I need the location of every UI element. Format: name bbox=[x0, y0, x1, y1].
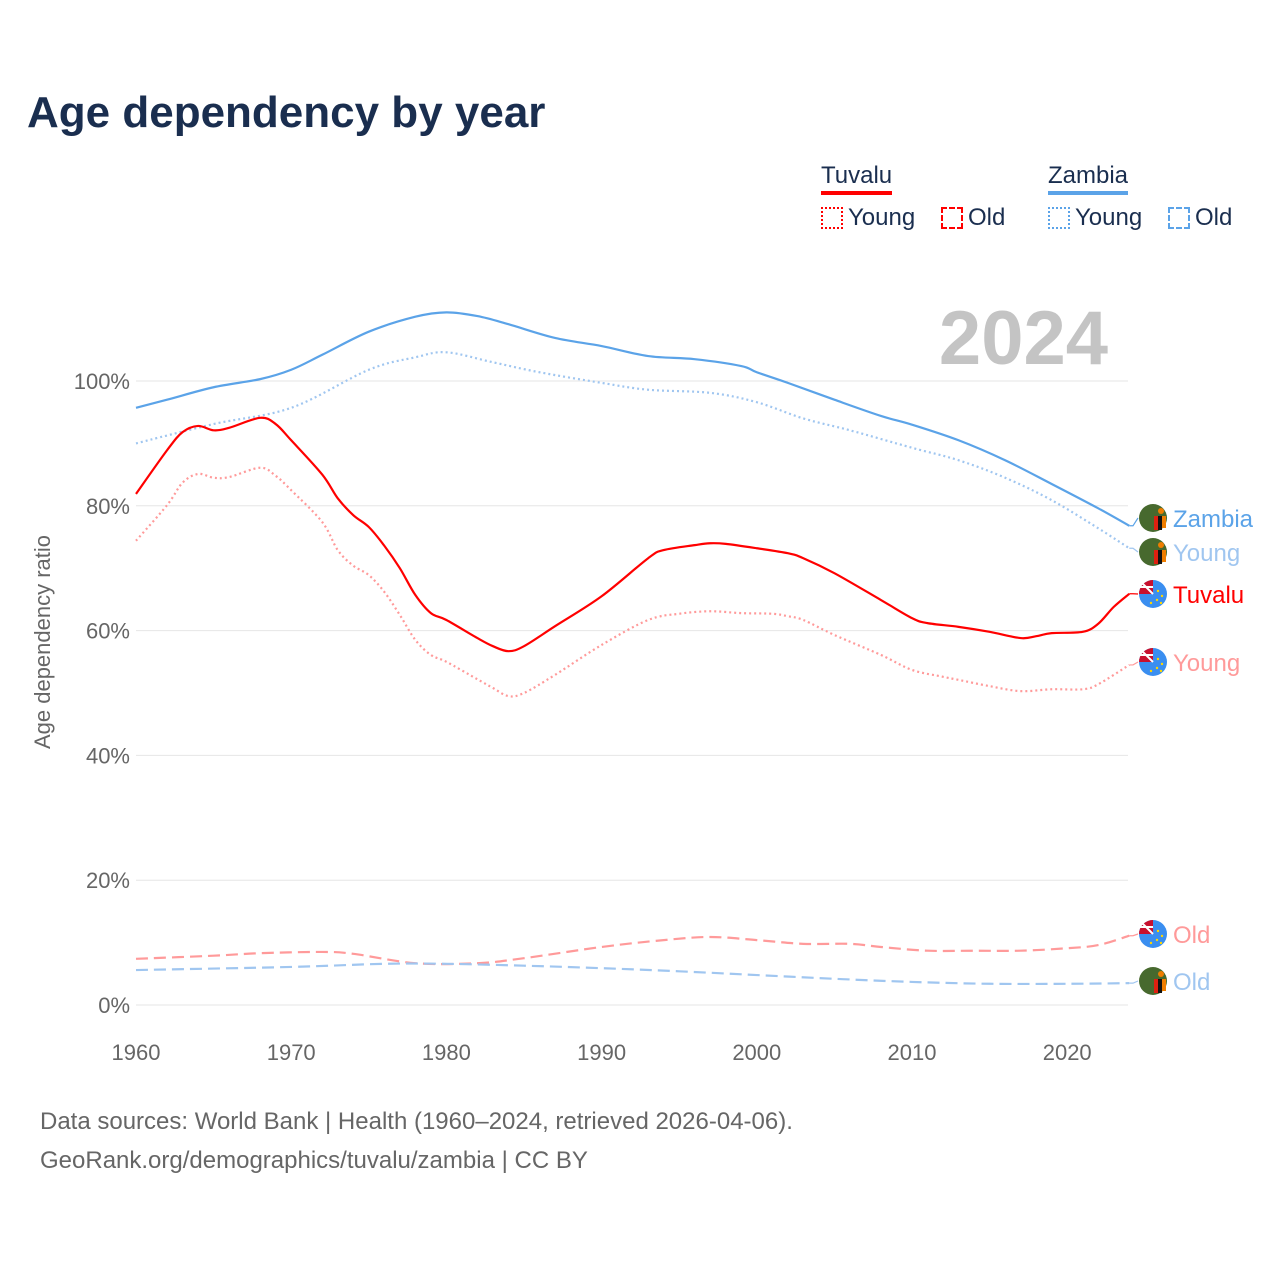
y-tick-label: 60% bbox=[86, 619, 130, 644]
flag-eagle bbox=[1158, 542, 1164, 548]
flag-star bbox=[1160, 934, 1164, 938]
y-axis-label: Age dependency ratio bbox=[30, 535, 55, 749]
x-tick-label: 1960 bbox=[112, 1040, 161, 1065]
legend-label: Young bbox=[848, 204, 916, 231]
label-connector bbox=[1129, 980, 1139, 984]
label-connector bbox=[1129, 933, 1139, 937]
y-tick-label: 80% bbox=[86, 494, 130, 519]
flag-star bbox=[1149, 669, 1153, 673]
flag-stripe bbox=[1154, 550, 1158, 564]
flag-eagle bbox=[1158, 971, 1164, 977]
y-tick-label: 100% bbox=[74, 369, 130, 394]
x-tick-label: 2000 bbox=[732, 1040, 781, 1065]
series-line-zambia-young bbox=[135, 351, 1130, 550]
series-end-label-zambia-old: Old bbox=[1173, 969, 1210, 996]
dotted-swatch-icon bbox=[1048, 207, 1070, 229]
series-line-tuvalu-old bbox=[135, 934, 1130, 966]
x-tick-label: 1990 bbox=[577, 1040, 626, 1065]
flag-eagle bbox=[1158, 508, 1164, 514]
flag-star bbox=[1156, 929, 1160, 933]
legend-tuvalu-old[interactable]: Old bbox=[941, 204, 1005, 232]
x-tick-label: 1980 bbox=[422, 1040, 471, 1065]
year-label: 2024 bbox=[938, 296, 1108, 381]
flag-stripe bbox=[1162, 516, 1166, 528]
flag-cross bbox=[1139, 923, 1154, 935]
flag-star bbox=[1160, 594, 1164, 598]
flag-star bbox=[1159, 941, 1163, 945]
flag-star bbox=[1149, 941, 1153, 945]
legend-label: Young bbox=[1075, 204, 1143, 231]
dashed-swatch-icon bbox=[1168, 207, 1190, 229]
flag-cross bbox=[1139, 651, 1154, 663]
flag-stripe bbox=[1158, 516, 1162, 530]
dashed-swatch-icon bbox=[941, 207, 963, 229]
flag-stripe bbox=[1162, 979, 1166, 991]
legend-label: Old bbox=[1195, 204, 1233, 231]
legend-zambia-young[interactable]: Young bbox=[1048, 204, 1142, 232]
series-end-label-tuvalu-young: Young bbox=[1173, 650, 1240, 677]
chart-title: Age dependency by year bbox=[27, 88, 546, 137]
y-tick-label: 0% bbox=[98, 993, 130, 1018]
y-tick-label: 40% bbox=[86, 743, 130, 768]
flag-star bbox=[1155, 938, 1159, 942]
legend-zambia-old[interactable]: Old bbox=[1168, 204, 1232, 232]
flag-star bbox=[1155, 598, 1159, 602]
label-connector bbox=[1129, 661, 1139, 666]
flag-star bbox=[1155, 666, 1159, 670]
y-tick-label: 20% bbox=[86, 868, 130, 893]
legend-zambia[interactable]: Zambia bbox=[1048, 162, 1129, 195]
series-end-label-tuvalu-old: Old bbox=[1173, 922, 1210, 949]
series-end-label-tuvalu: Tuvalu bbox=[1173, 582, 1244, 609]
flag-star bbox=[1159, 601, 1163, 605]
footer-link[interactable]: GeoRank.org/demographics/tuvalu/zambia |… bbox=[40, 1147, 588, 1174]
series-end-label-zambia: Zambia bbox=[1173, 506, 1254, 533]
flag-cross bbox=[1139, 583, 1154, 595]
series-line-tuvalu bbox=[135, 416, 1130, 653]
flag-star bbox=[1156, 589, 1160, 593]
series-line-zambia-old bbox=[135, 962, 1130, 986]
flag-star bbox=[1160, 662, 1164, 666]
x-tick-label: 2020 bbox=[1043, 1040, 1092, 1065]
legend-tuvalu[interactable]: Tuvalu bbox=[821, 162, 893, 195]
series-line-tuvalu-young bbox=[135, 466, 1130, 698]
flag-stripe bbox=[1158, 550, 1162, 564]
legend-tuvalu-young[interactable]: Young bbox=[821, 204, 915, 232]
flag-stripe bbox=[1154, 516, 1158, 530]
label-connector bbox=[1129, 517, 1139, 527]
footer-source: Data sources: World Bank | Health (1960–… bbox=[40, 1108, 793, 1135]
flag-star bbox=[1156, 657, 1160, 661]
label-connector bbox=[1129, 547, 1139, 553]
flag-stripe bbox=[1154, 979, 1158, 993]
series-line-zambia bbox=[135, 311, 1130, 527]
series-end-label-zambia-young: Young bbox=[1173, 540, 1240, 567]
x-tick-label: 2010 bbox=[888, 1040, 937, 1065]
dotted-swatch-icon bbox=[821, 207, 843, 229]
flag-star bbox=[1159, 669, 1163, 673]
legend-label: Old bbox=[968, 204, 1006, 231]
flag-star bbox=[1149, 601, 1153, 605]
x-tick-label: 1970 bbox=[267, 1040, 316, 1065]
flag-stripe bbox=[1162, 550, 1166, 562]
flag-stripe bbox=[1158, 979, 1162, 993]
